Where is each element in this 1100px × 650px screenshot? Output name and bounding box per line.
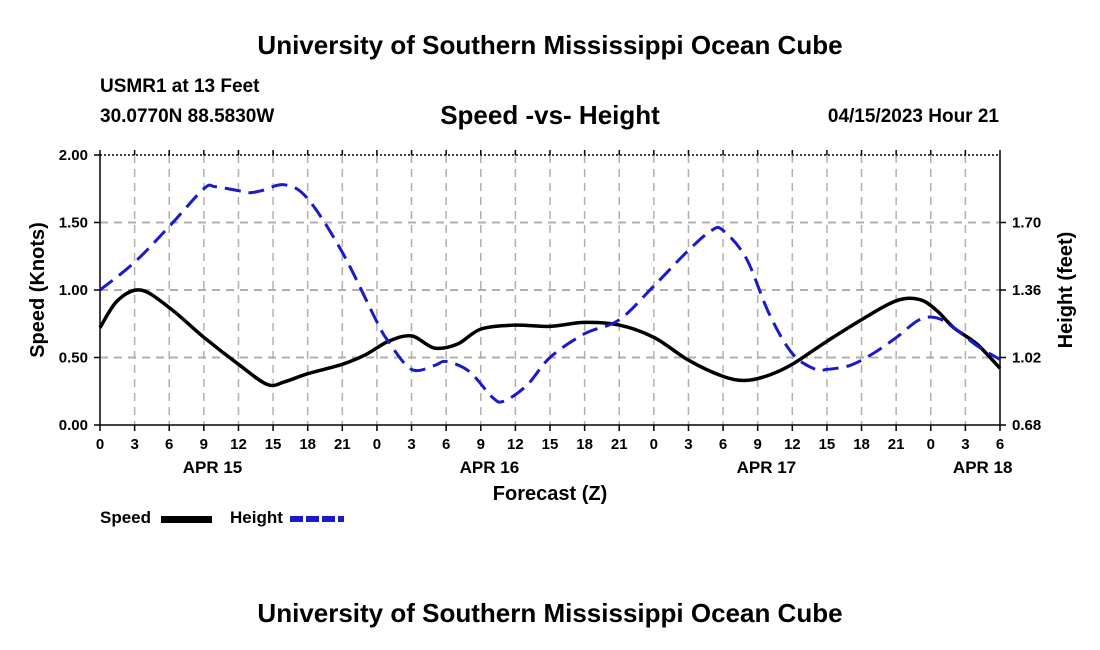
x-tick-label: 6 — [996, 436, 1004, 453]
x-tick-label: 0 — [927, 436, 935, 453]
x-tick-label: 6 — [165, 436, 173, 453]
date-label: APR 18 — [953, 458, 1013, 477]
x-tick-label: 6 — [719, 436, 727, 453]
x-tick-label: 18 — [853, 436, 870, 453]
date-label: APR 15 — [183, 458, 243, 477]
forecast-datetime: 04/15/2023 Hour 21 — [827, 106, 999, 127]
date-label: APR 16 — [460, 458, 520, 477]
x-tick-label: 15 — [819, 436, 836, 453]
x-tick-label: 9 — [200, 436, 208, 453]
x-tick-label: 3 — [961, 436, 969, 453]
y-axis-title: Speed (Knots) — [27, 222, 49, 358]
legend-speed-swatch — [161, 516, 212, 523]
x-tick-label: 21 — [888, 436, 905, 453]
x-tick-label: 12 — [784, 436, 801, 453]
x-tick-label: 15 — [542, 436, 559, 453]
x-tick-label: 6 — [442, 436, 450, 453]
chart-title: Speed -vs- Height — [440, 100, 660, 130]
footer-title: University of Southern Mississippi Ocean… — [257, 598, 843, 628]
x-tick-label: 18 — [299, 436, 316, 453]
x-tick-label: 0 — [373, 436, 381, 453]
x-tick-label: 12 — [507, 436, 524, 453]
y-tick-label: 0.50 — [59, 350, 88, 367]
x-tick-label: 21 — [334, 436, 351, 453]
y-tick-label: 2.00 — [59, 147, 88, 164]
height-series-line — [99, 183, 1001, 404]
x-tick-label: 18 — [576, 436, 593, 453]
station-label: USMR1 at 13 Feet — [100, 76, 260, 97]
x-axis-title: Forecast (Z) — [493, 483, 607, 505]
date-label: APR 17 — [737, 458, 797, 477]
x-tick-label: 0 — [96, 436, 104, 453]
y2-tick-label: 0.68 — [1012, 417, 1041, 434]
x-tick-label: 3 — [130, 436, 138, 453]
legend-height-label: Height — [230, 508, 283, 527]
y-tick-label: 0.00 — [59, 417, 88, 434]
x-tick-label: 0 — [650, 436, 658, 453]
x-tick-label: 9 — [477, 436, 485, 453]
x-tick-label: 12 — [230, 436, 247, 453]
legend-speed-label: Speed — [100, 508, 152, 527]
y2-tick-label: 1.02 — [1012, 350, 1041, 367]
x-tick-label: 21 — [611, 436, 628, 453]
x-tick-label: 3 — [684, 436, 692, 453]
x-tick-label: 15 — [265, 436, 282, 453]
page-title: University of Southern Mississippi Ocean… — [257, 30, 843, 60]
x-tick-label: 9 — [754, 436, 762, 453]
legend-height-swatch — [290, 516, 344, 522]
y2-axis-title: Height (feet) — [1055, 232, 1077, 349]
x-tick-label: 3 — [407, 436, 415, 453]
station-coordinates: 30.0770N 88.5830W — [100, 106, 275, 127]
y-tick-label: 1.00 — [59, 282, 88, 299]
y2-tick-label: 1.36 — [1012, 282, 1041, 299]
y-tick-label: 1.50 — [59, 215, 88, 232]
speed-series-line — [98, 288, 1002, 388]
y2-tick-label: 1.70 — [1012, 215, 1041, 232]
